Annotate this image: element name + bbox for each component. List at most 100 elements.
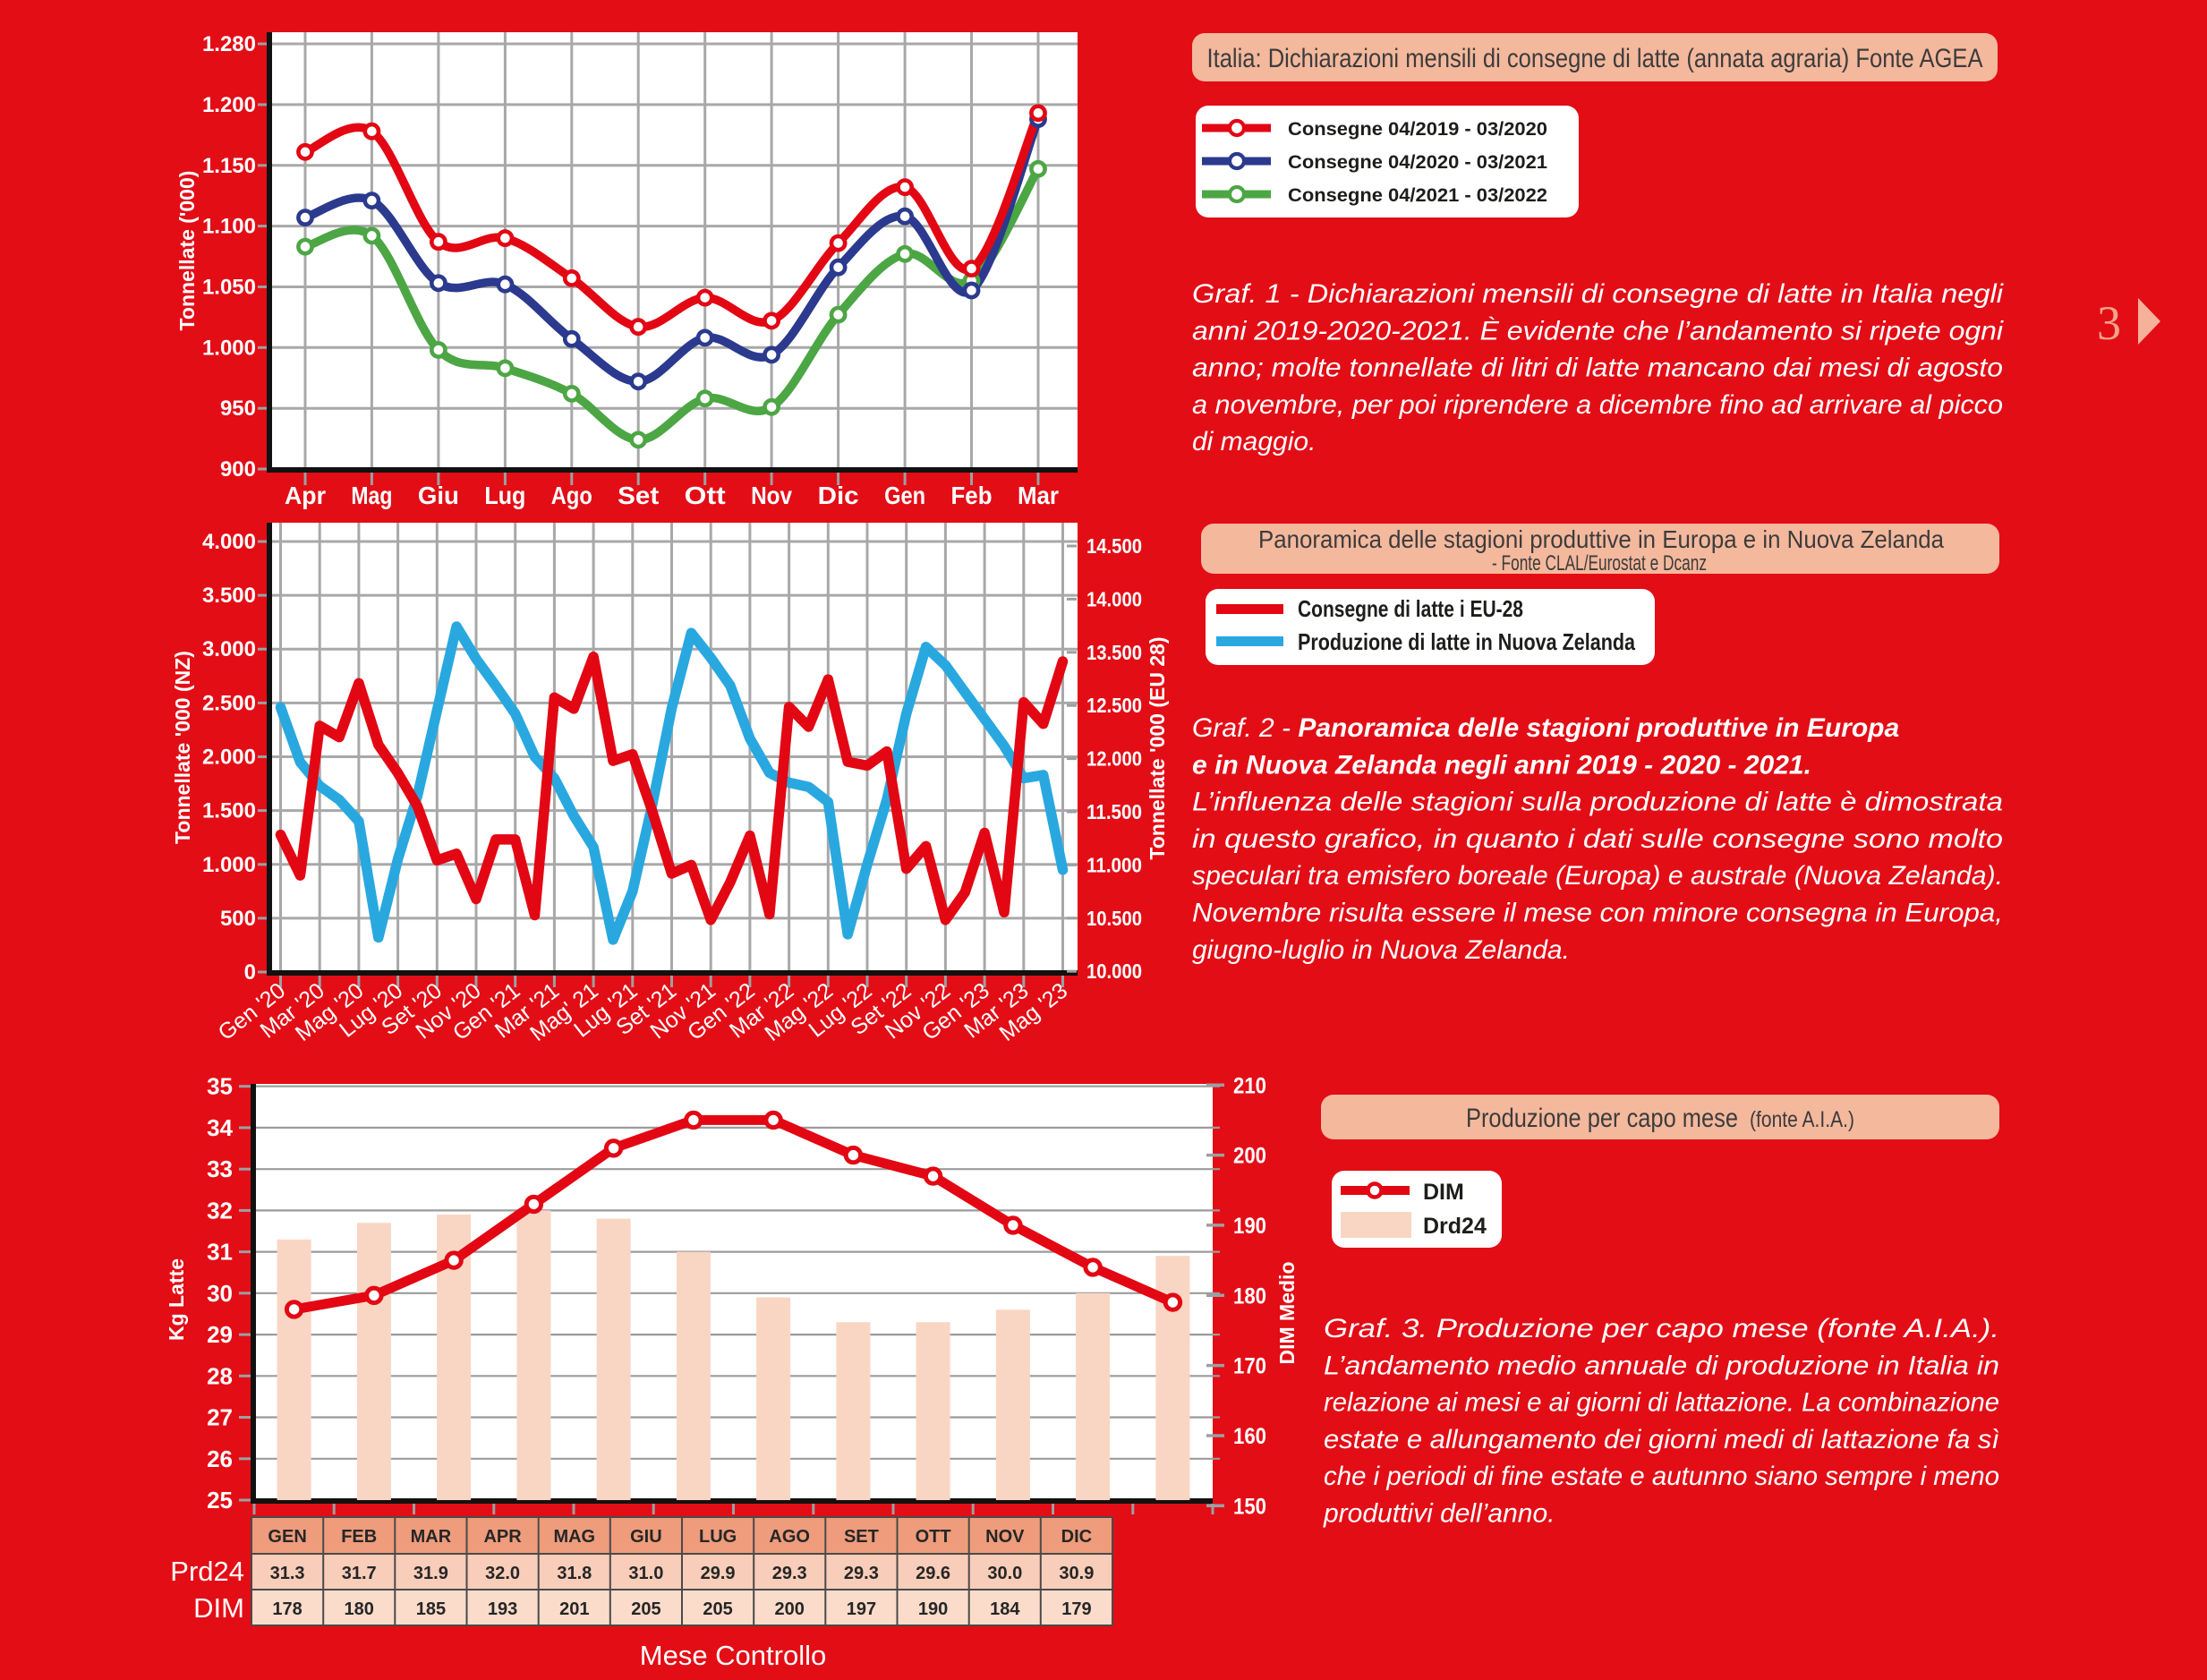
svg-text:25: 25 xyxy=(207,1487,233,1514)
svg-text:3: 3 xyxy=(2097,296,2121,350)
svg-text:GEN: GEN xyxy=(268,1527,306,1547)
svg-text:Tonnellate '000 (NZ): Tonnellate '000 (NZ) xyxy=(171,651,194,844)
svg-text:900: 900 xyxy=(220,457,256,482)
svg-text:estate e allungamento dei gior: estate e allungamento dei giorni medi di… xyxy=(1324,1425,1999,1454)
svg-text:in questo grafico, in quanto i: in questo grafico, in quanto i dati sull… xyxy=(1192,824,2003,854)
svg-text:Italia: Dichiarazioni mensili: Italia: Dichiarazioni mensili di consegn… xyxy=(1207,44,1983,73)
svg-text:193: 193 xyxy=(488,1599,517,1619)
svg-text:DIM: DIM xyxy=(193,1592,244,1624)
svg-text:950: 950 xyxy=(220,397,256,421)
svg-text:1.000: 1.000 xyxy=(202,336,256,360)
svg-text:31: 31 xyxy=(207,1239,233,1266)
svg-text:1.280: 1.280 xyxy=(202,32,256,56)
svg-text:L’influenza delle stagioni sul: L’influenza delle stagioni sulla produzi… xyxy=(1192,788,2003,817)
svg-text:205: 205 xyxy=(631,1599,660,1619)
svg-text:1.500: 1.500 xyxy=(202,799,256,823)
svg-text:197: 197 xyxy=(847,1599,876,1619)
svg-text:Graf. 2 - Panoramica delle sta: Graf. 2 - Panoramica delle stagioni prod… xyxy=(1192,713,1899,743)
svg-text:a novembre, per poi riprendere: a novembre, per poi riprendere a dicembr… xyxy=(1192,390,2003,420)
svg-text:29.9: 29.9 xyxy=(701,1564,736,1583)
svg-text:2.000: 2.000 xyxy=(202,746,256,770)
svg-text:29.6: 29.6 xyxy=(916,1564,950,1583)
svg-text:210: 210 xyxy=(1233,1073,1266,1098)
svg-text:DIM: DIM xyxy=(1423,1180,1464,1205)
svg-text:OTT: OTT xyxy=(916,1527,951,1547)
svg-text:NOV: NOV xyxy=(985,1527,1025,1547)
svg-text:Set: Set xyxy=(618,482,659,509)
svg-text:relazione ai mesi e ai giorni: relazione ai mesi e ai giorni di lattazi… xyxy=(1324,1388,1999,1418)
svg-text:35: 35 xyxy=(207,1073,233,1100)
svg-text:AGO: AGO xyxy=(769,1527,810,1547)
svg-text:(fonte A.I.A.): (fonte A.I.A.) xyxy=(1750,1107,1854,1132)
svg-text:30.0: 30.0 xyxy=(987,1564,1022,1583)
svg-text:14.000: 14.000 xyxy=(1086,587,1142,610)
svg-text:Produzione per capo mese: Produzione per capo mese xyxy=(1466,1104,1738,1133)
svg-text:31.3: 31.3 xyxy=(270,1564,305,1583)
svg-text:31.8: 31.8 xyxy=(557,1564,592,1583)
svg-text:2.500: 2.500 xyxy=(202,691,256,715)
svg-text:Consegne 04/2021 - 03/2022: Consegne 04/2021 - 03/2022 xyxy=(1288,185,1547,206)
svg-text:Mar: Mar xyxy=(1018,482,1059,509)
svg-text:Panoramica delle stagioni prod: Panoramica delle stagioni produttive in … xyxy=(1258,525,1944,553)
svg-text:Graf. 3. Produzione per ca: Graf. 3. Produzione per capo mese (fonte… xyxy=(1324,1314,1999,1343)
svg-text:31.0: 31.0 xyxy=(628,1564,663,1583)
svg-text:Giu: Giu xyxy=(418,482,459,509)
svg-text:Apr: Apr xyxy=(285,482,326,509)
svg-text:Ago: Ago xyxy=(551,482,592,509)
svg-text:4.000: 4.000 xyxy=(202,530,256,554)
svg-text:29.3: 29.3 xyxy=(844,1564,879,1583)
svg-text:e in Nuova Zelanda negli anni: e in Nuova Zelanda negli anni 2019 - 202… xyxy=(1192,750,1811,780)
svg-text:31.7: 31.7 xyxy=(342,1564,377,1583)
svg-text:190: 190 xyxy=(1233,1214,1266,1239)
svg-text:190: 190 xyxy=(918,1599,948,1619)
svg-text:anni 2019-2020-2021. È evident: anni 2019-2020-2021. È evidente che l’an… xyxy=(1192,316,2004,345)
svg-text:Kg Latte: Kg Latte xyxy=(165,1258,188,1341)
svg-text:32: 32 xyxy=(207,1197,233,1224)
svg-text:12.500: 12.500 xyxy=(1086,694,1142,717)
svg-text:160: 160 xyxy=(1233,1424,1266,1449)
svg-text:34: 34 xyxy=(207,1114,233,1141)
svg-text:32.0: 32.0 xyxy=(485,1564,520,1583)
svg-text:SET: SET xyxy=(844,1527,879,1547)
svg-text:LUG: LUG xyxy=(699,1527,737,1547)
svg-text:500: 500 xyxy=(220,907,256,931)
svg-text:29: 29 xyxy=(207,1321,233,1348)
svg-text:DIM Medio: DIM Medio xyxy=(1275,1262,1299,1365)
svg-text:produttivi dell’anno.: produttivi dell’anno. xyxy=(1323,1499,1555,1529)
svg-text:Novembre risulta essere il mes: Novembre risulta essere il mese con mino… xyxy=(1192,899,2003,928)
svg-text:1.200: 1.200 xyxy=(202,93,256,117)
svg-text:Produzione di latte in Nuova Z: Produzione di latte in Nuova Zelanda xyxy=(1298,628,1635,655)
svg-text:12.000: 12.000 xyxy=(1086,747,1142,771)
svg-text:Gen: Gen xyxy=(884,482,925,509)
svg-text:10.500: 10.500 xyxy=(1086,907,1142,930)
svg-text:11.000: 11.000 xyxy=(1086,853,1142,876)
svg-text:3.000: 3.000 xyxy=(202,637,256,661)
svg-text:di maggio.: di maggio. xyxy=(1192,427,1316,456)
svg-text:Mese Controllo: Mese Controllo xyxy=(640,1640,826,1671)
svg-text:Consegne di latte i EU-28: Consegne di latte i EU-28 xyxy=(1298,595,1523,622)
svg-text:Consegne 04/2019 - 03/2020: Consegne 04/2019 - 03/2020 xyxy=(1288,119,1547,140)
svg-text:11.500: 11.500 xyxy=(1086,800,1142,823)
svg-text:Feb: Feb xyxy=(951,482,993,509)
svg-text:Mag: Mag xyxy=(351,482,392,509)
svg-text:170: 170 xyxy=(1233,1354,1266,1379)
svg-text:185: 185 xyxy=(416,1599,446,1619)
svg-text:GIU: GIU xyxy=(630,1527,662,1547)
svg-text:200: 200 xyxy=(775,1599,805,1619)
svg-text:200: 200 xyxy=(1233,1144,1266,1169)
svg-text:0: 0 xyxy=(244,960,256,985)
svg-text:178: 178 xyxy=(272,1599,302,1619)
svg-text:Prd24: Prd24 xyxy=(170,1556,244,1587)
svg-text:30.9: 30.9 xyxy=(1059,1564,1094,1583)
svg-text:Drd24: Drd24 xyxy=(1423,1214,1487,1239)
svg-text:Dic: Dic xyxy=(818,482,859,509)
svg-text:1.150: 1.150 xyxy=(202,154,256,178)
svg-text:1.050: 1.050 xyxy=(202,276,256,300)
svg-text:che i periodi di fine estate e: che i periodi di fine estate e autunno s… xyxy=(1324,1462,1999,1491)
svg-text:Tonnellate '000 (EU 28): Tonnellate '000 (EU 28) xyxy=(1146,636,1169,859)
svg-text:150: 150 xyxy=(1233,1494,1266,1519)
svg-text:FEB: FEB xyxy=(341,1527,377,1547)
svg-text:DIC: DIC xyxy=(1061,1527,1092,1547)
svg-text:29.3: 29.3 xyxy=(772,1564,807,1583)
svg-text:Nov: Nov xyxy=(751,482,792,509)
